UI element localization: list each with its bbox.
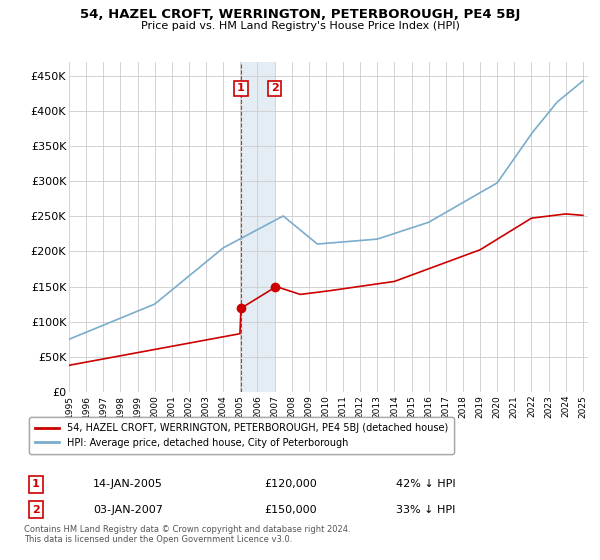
Text: 2: 2 <box>32 505 40 515</box>
Text: Price paid vs. HM Land Registry's House Price Index (HPI): Price paid vs. HM Land Registry's House … <box>140 21 460 31</box>
Text: 1: 1 <box>32 479 40 489</box>
Text: Contains HM Land Registry data © Crown copyright and database right 2024.
This d: Contains HM Land Registry data © Crown c… <box>24 525 350 544</box>
Text: 33% ↓ HPI: 33% ↓ HPI <box>396 505 455 515</box>
Text: 54, HAZEL CROFT, WERRINGTON, PETERBOROUGH, PE4 5BJ: 54, HAZEL CROFT, WERRINGTON, PETERBOROUG… <box>80 8 520 21</box>
Bar <box>241 62 275 392</box>
Text: 1: 1 <box>237 83 245 94</box>
Text: 42% ↓ HPI: 42% ↓ HPI <box>396 479 455 489</box>
Legend: 54, HAZEL CROFT, WERRINGTON, PETERBOROUGH, PE4 5BJ (detached house), HPI: Averag: 54, HAZEL CROFT, WERRINGTON, PETERBOROUG… <box>29 417 454 454</box>
Text: 03-JAN-2007: 03-JAN-2007 <box>93 505 163 515</box>
Text: 14-JAN-2005: 14-JAN-2005 <box>93 479 163 489</box>
Text: £120,000: £120,000 <box>264 479 317 489</box>
Text: £150,000: £150,000 <box>264 505 317 515</box>
Text: 2: 2 <box>271 83 278 94</box>
